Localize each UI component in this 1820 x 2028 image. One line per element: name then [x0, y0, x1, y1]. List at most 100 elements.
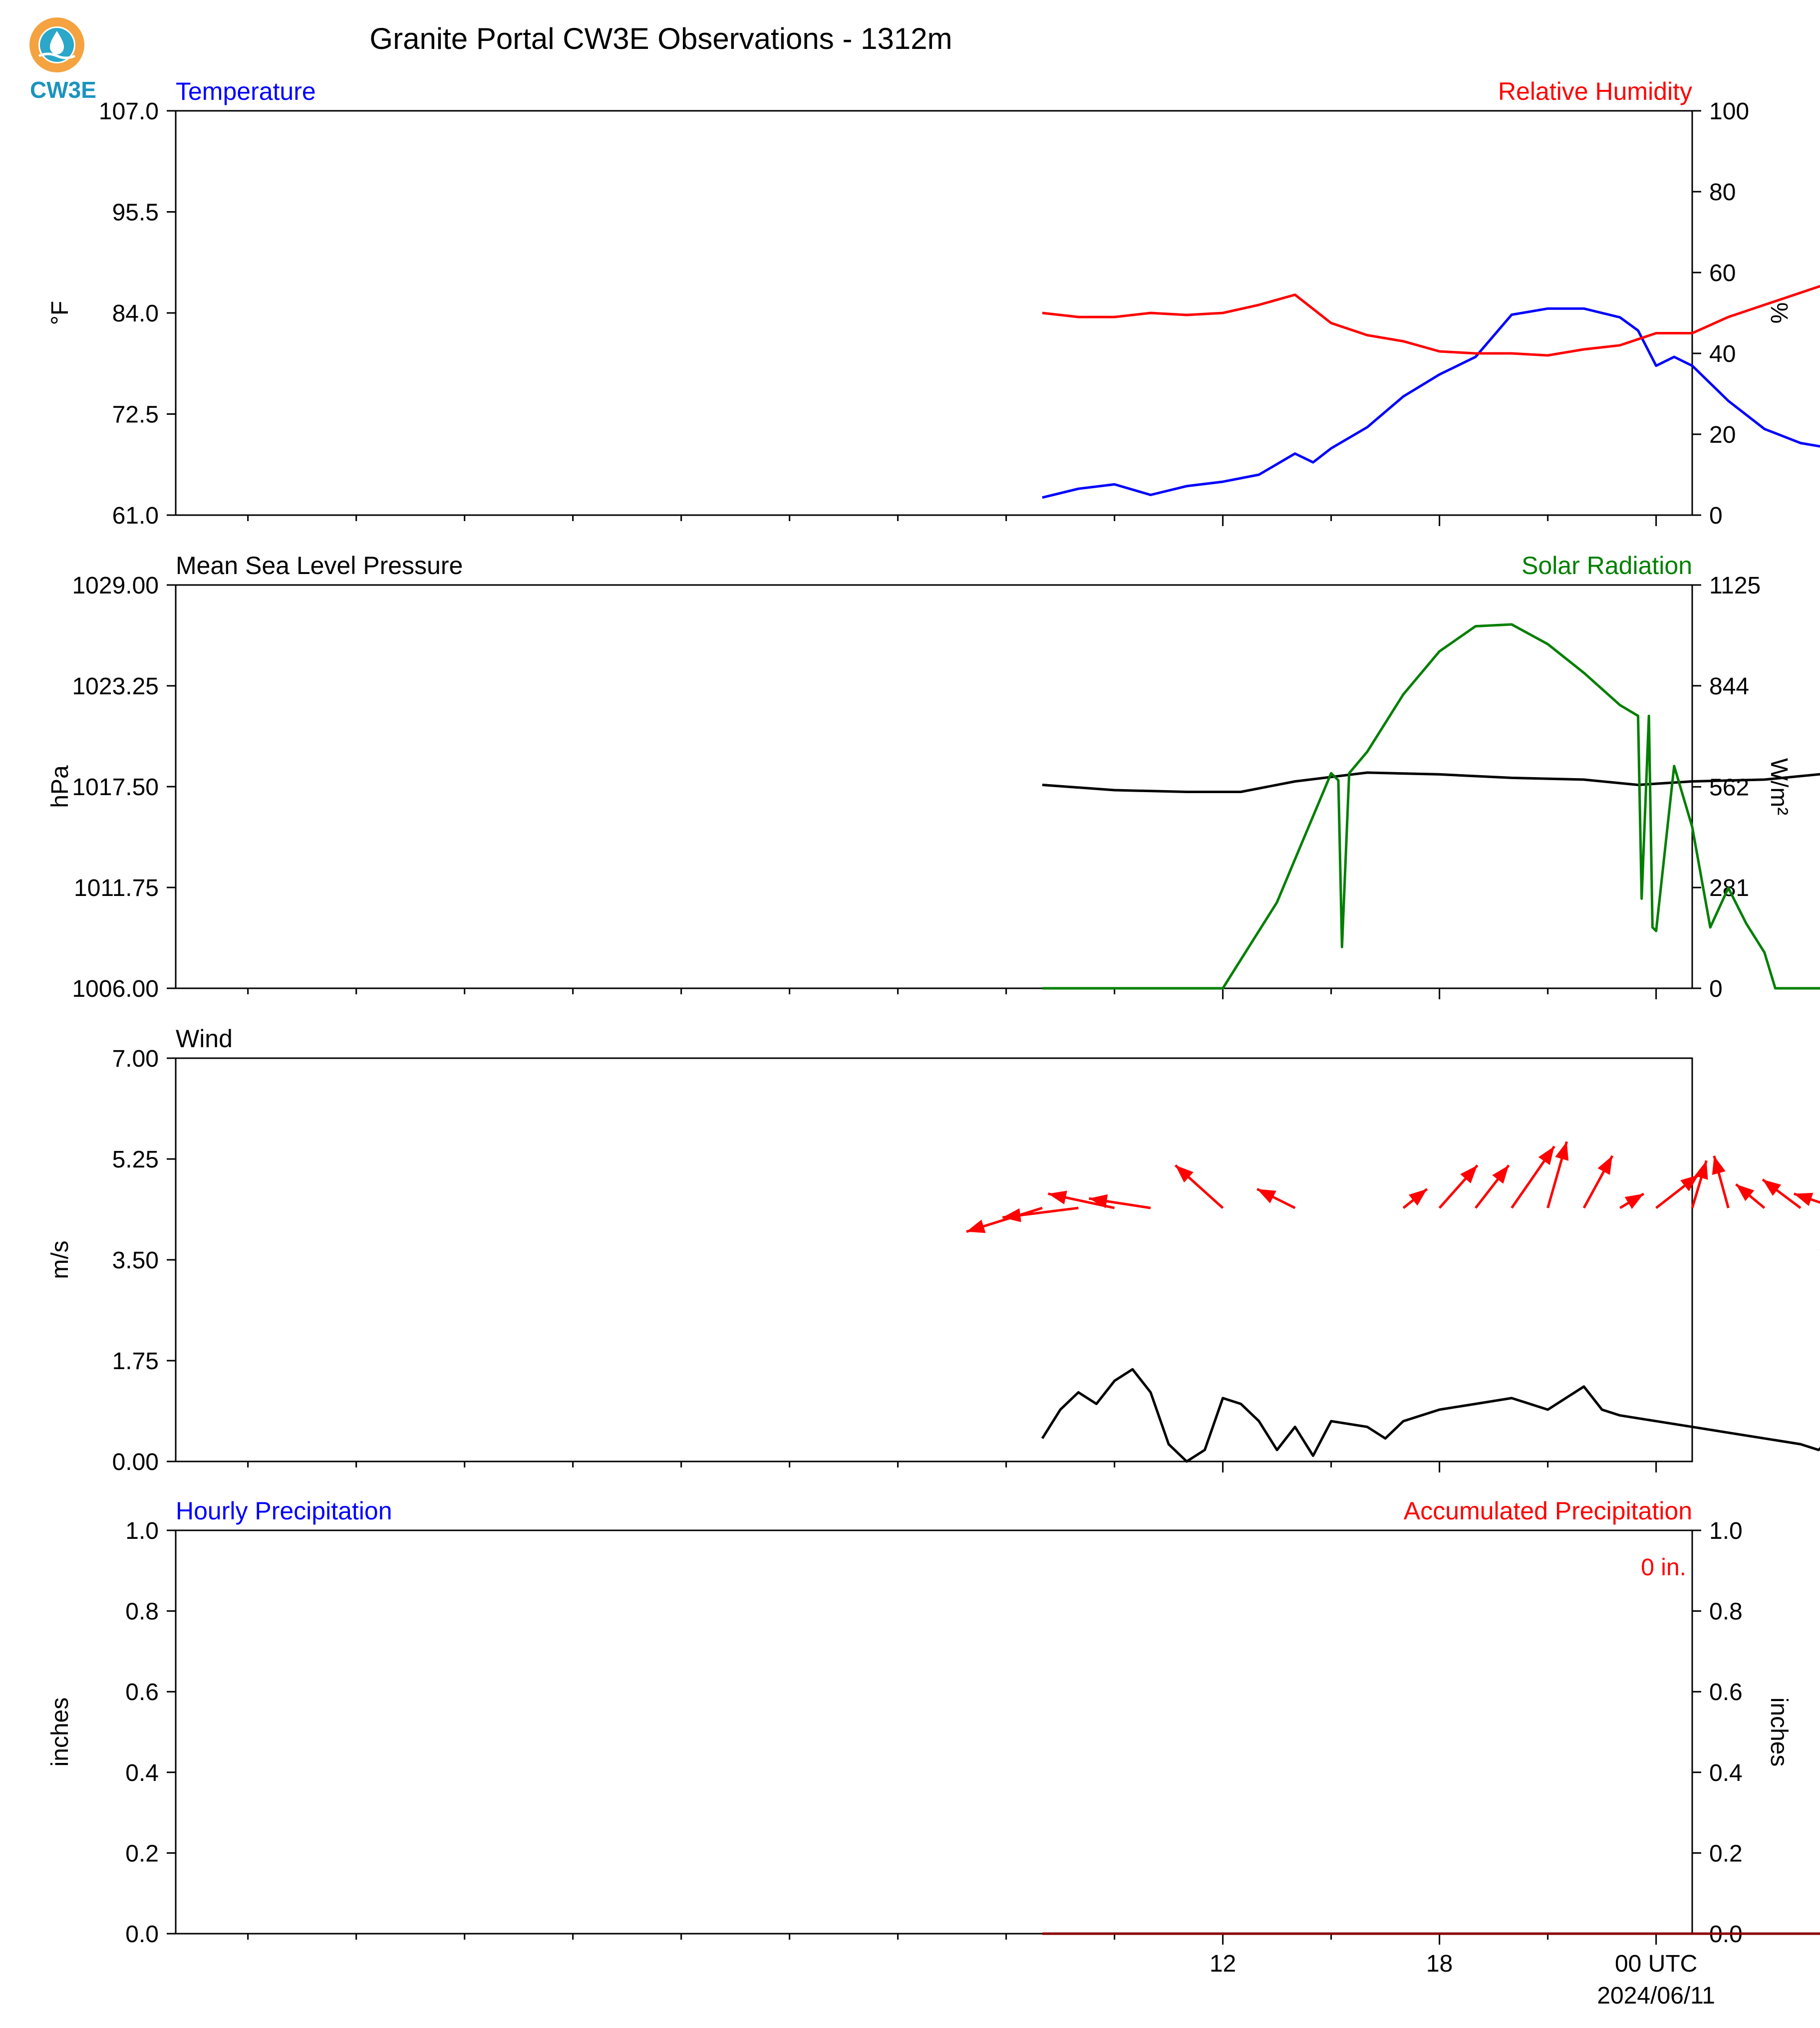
panel-pressure-solar: Mean Sea Level Pressure Solar Radiation 10…: [47, 552, 1820, 1002]
wind-vector: [1546, 1141, 1569, 1208]
series-line-wind-speed: [1041, 1368, 1820, 1463]
x-tick-label: 12: [1210, 1951, 1236, 1977]
wind-vector-head: [1538, 1146, 1554, 1165]
y-tick-label-left: 95.5: [112, 200, 159, 226]
panel-title-right: Accumulated Precipitation: [1404, 1497, 1692, 1525]
wind-vector: [1402, 1188, 1428, 1209]
wind-vector-head: [1408, 1189, 1427, 1206]
y-tick-label-left: 0.6: [125, 1679, 159, 1706]
wind-vector: [1762, 1178, 1802, 1209]
y-tick-label-left: 1.75: [112, 1348, 159, 1375]
figure-title: Granite Portal CW3E Observations - 1312m: [369, 22, 952, 55]
wind-vector-head: [1089, 1194, 1108, 1208]
x-tick-label: 00 UTC: [1615, 1951, 1697, 1977]
y-axis-label-right: inches: [1766, 1698, 1792, 1767]
y-tick-label-right: 0.2: [1709, 1840, 1743, 1867]
y-axis-label-left: °F: [47, 301, 73, 325]
panel-wind: Wind 0.00 1.75 3.50 5.25 7.00 m/s: [47, 1025, 1820, 1475]
wind-vector: [1655, 1173, 1700, 1209]
panel-title-right: Solar Radiation: [1521, 552, 1692, 579]
y-tick-label-right: 1.0: [1709, 1518, 1743, 1544]
y-tick-label-left: 0.0: [125, 1921, 159, 1948]
y-axis-label-left: hPa: [47, 765, 73, 808]
y-tick-label-right: 0.4: [1709, 1760, 1743, 1786]
wind-vector: [1256, 1187, 1296, 1209]
wind-vector: [1438, 1164, 1479, 1209]
x-tick-label: 18: [1426, 1951, 1453, 1977]
y-axis-label-left: inches: [47, 1698, 73, 1767]
y-tick-label-left: 3.50: [112, 1247, 159, 1274]
y-axis-label-right: %: [1766, 302, 1792, 324]
wind-vector: [966, 1206, 1043, 1233]
y-tick-label-left: 1.0: [125, 1518, 159, 1544]
y-tick-label-left: 1006.00: [72, 976, 159, 1002]
y-tick-label-left: 7.00: [112, 1046, 159, 1072]
wind-vector: [1089, 1194, 1151, 1209]
y-tick-label-right: 0: [1709, 976, 1723, 1002]
y-tick-label-left: 0.2: [125, 1840, 159, 1867]
wind-vector: [1712, 1155, 1730, 1208]
y-tick-label-left: 107.0: [99, 98, 159, 125]
wind-vector-head: [1624, 1193, 1644, 1209]
wind-vector: [1691, 1160, 1708, 1208]
wind-vector: [1174, 1164, 1224, 1209]
wind-vector-head: [1597, 1156, 1612, 1175]
wind-vector: [1794, 1192, 1820, 1206]
y-tick-label-right: 562: [1709, 774, 1749, 801]
y-tick-label-left: 1011.75: [74, 875, 159, 901]
wind-vector: [1735, 1183, 1766, 1209]
series-line-solar-radiation: [1042, 623, 1820, 990]
y-tick-label-right: 0.6: [1709, 1679, 1743, 1706]
y-tick-label-right: 844: [1709, 673, 1749, 700]
wind-vector: [1511, 1146, 1555, 1209]
wind-vector: [1582, 1155, 1614, 1209]
water-drop-icon: [50, 31, 64, 54]
y-axis-label-left: m/s: [47, 1240, 73, 1279]
wind-vector-head: [966, 1219, 986, 1233]
plot-frame: [175, 1529, 1693, 1935]
wind-vector: [1619, 1192, 1645, 1209]
y-tick-label-left: 61.0: [112, 503, 159, 529]
y-tick-label-left: 1029.00: [72, 573, 159, 599]
y-tick-label-left: 1023.25: [72, 673, 159, 700]
logo-text: CW3E: [30, 77, 96, 103]
wind-vector-head: [1555, 1142, 1569, 1161]
wind-vector-head: [1048, 1190, 1067, 1204]
logo-wave: [38, 52, 76, 59]
panel-title-left: Mean Sea Level Pressure: [176, 552, 463, 579]
y-tick-label-left: 84.0: [112, 300, 159, 327]
wind-vector-head: [1712, 1156, 1726, 1175]
y-axis-label-right: W/m²: [1766, 758, 1792, 816]
panel-title-left: Wind: [176, 1025, 233, 1053]
wind-vector: [1475, 1164, 1510, 1209]
wind-vector-head: [1175, 1165, 1194, 1183]
panel-title-left: Hourly Precipitation: [176, 1497, 392, 1525]
panel-precipitation: Hourly Precipitation Accumulated Precipit…: [47, 1497, 1820, 2009]
wind-vector-head: [1460, 1165, 1478, 1183]
y-tick-label-left: 0.8: [125, 1599, 159, 1625]
y-tick-label-right: 100: [1709, 98, 1749, 125]
y-tick-label-left: 0.4: [125, 1760, 159, 1786]
accumulated-total-label: 0 in.: [1641, 1554, 1686, 1581]
y-tick-label-right: 1125: [1709, 573, 1761, 599]
y-tick-label-right: 0.8: [1709, 1599, 1743, 1625]
wind-vector-head: [1492, 1165, 1509, 1184]
wind-vector-head: [1002, 1208, 1021, 1222]
logo-ring: [29, 17, 84, 72]
panel-title-left: Temperature: [176, 77, 316, 105]
series-line-mean-sea-level-pressure: [1042, 771, 1820, 793]
wind-vector: [1002, 1206, 1079, 1222]
x-tick-date-label: 2024/06/11: [1597, 1983, 1715, 2009]
wind-vector-head: [1694, 1160, 1708, 1180]
y-tick-label-right: 40: [1709, 341, 1736, 367]
y-tick-label-left: 1017.50: [72, 774, 159, 801]
wind-vector-head: [1794, 1192, 1814, 1206]
wind-vector-head: [1257, 1189, 1276, 1203]
y-tick-label-left: 0.00: [112, 1449, 159, 1475]
panel-title-right: Relative Humidity: [1498, 77, 1692, 105]
y-tick-label-right: 0: [1709, 503, 1723, 529]
wind-vector-head: [1763, 1179, 1782, 1196]
cw3e-logo: CW3E: [29, 17, 96, 103]
wind-vector-head: [1680, 1174, 1699, 1191]
